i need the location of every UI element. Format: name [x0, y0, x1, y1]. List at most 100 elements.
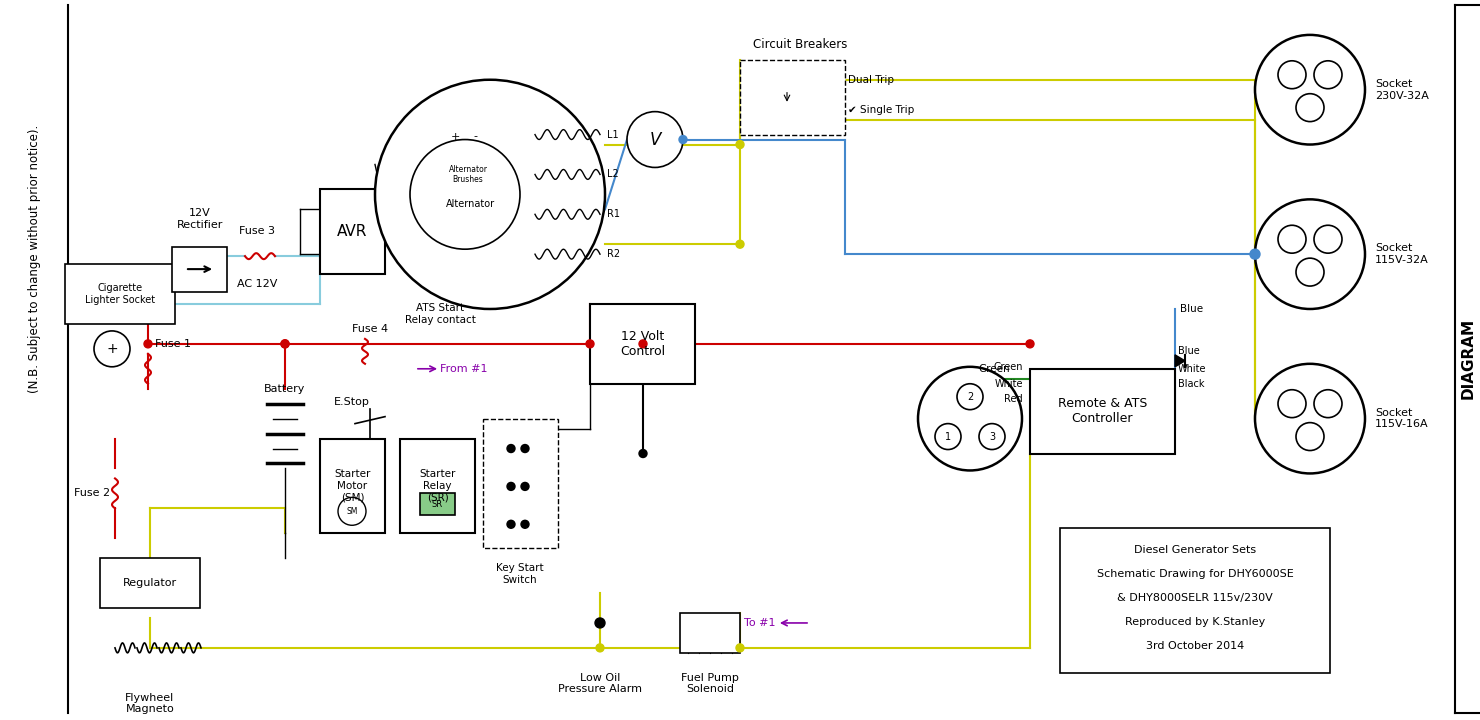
Text: Socket
115V-32A: Socket 115V-32A	[1375, 243, 1428, 265]
Text: Blue: Blue	[1180, 304, 1203, 314]
Text: Cigarette
Lighter Socket: Cigarette Lighter Socket	[84, 283, 155, 305]
Text: Dual Trip: Dual Trip	[848, 75, 894, 85]
FancyBboxPatch shape	[591, 304, 696, 384]
Text: Flywheel
Magneto: Flywheel Magneto	[126, 693, 175, 714]
Circle shape	[596, 644, 604, 652]
Text: Battery: Battery	[265, 384, 306, 394]
Text: R1: R1	[607, 210, 620, 220]
Text: 1: 1	[944, 431, 952, 441]
Text: Black: Black	[1178, 379, 1205, 389]
Circle shape	[410, 140, 519, 249]
Circle shape	[521, 482, 528, 490]
Text: ✔ Single Trip: ✔ Single Trip	[848, 104, 915, 114]
Text: +: +	[107, 342, 118, 356]
Text: AVR: AVR	[337, 224, 367, 239]
Circle shape	[736, 140, 744, 148]
Text: Regulator: Regulator	[123, 578, 178, 588]
Circle shape	[1255, 364, 1365, 474]
Text: Schematic Drawing for DHY6000SE: Schematic Drawing for DHY6000SE	[1097, 569, 1294, 579]
Text: Fuel Pump
Solenoid: Fuel Pump Solenoid	[681, 672, 739, 694]
Circle shape	[918, 366, 1023, 470]
FancyBboxPatch shape	[1060, 528, 1331, 672]
Text: (N.B. Subject to change without prior notice).: (N.B. Subject to change without prior no…	[28, 125, 41, 393]
Text: L1: L1	[607, 130, 619, 140]
Text: Alternator
Brushes: Alternator Brushes	[448, 165, 487, 184]
Circle shape	[958, 384, 983, 410]
Text: To #1: To #1	[743, 618, 776, 628]
Text: V: V	[650, 130, 660, 148]
Circle shape	[1026, 340, 1035, 348]
Text: Fuse 4: Fuse 4	[352, 324, 388, 334]
Circle shape	[736, 644, 744, 652]
Text: Low Oil
Pressure Alarm: Low Oil Pressure Alarm	[558, 672, 642, 694]
Text: 2: 2	[966, 392, 974, 402]
Text: & DHY8000SELR 115v/230V: & DHY8000SELR 115v/230V	[1117, 593, 1273, 603]
FancyBboxPatch shape	[400, 438, 475, 534]
Circle shape	[1279, 390, 1305, 418]
Text: From #1: From #1	[440, 364, 487, 374]
Text: SM: SM	[346, 507, 358, 516]
Text: Fuse 3: Fuse 3	[238, 226, 275, 236]
Text: Socket
230V-32A: Socket 230V-32A	[1375, 79, 1428, 101]
Circle shape	[508, 444, 515, 452]
Text: Red: Red	[1005, 394, 1023, 404]
Text: Fuse 2: Fuse 2	[74, 488, 110, 498]
Circle shape	[1279, 225, 1305, 253]
FancyBboxPatch shape	[740, 60, 845, 135]
Circle shape	[281, 340, 289, 348]
Circle shape	[639, 340, 647, 348]
Circle shape	[144, 340, 152, 348]
Text: L2: L2	[607, 169, 619, 179]
Circle shape	[736, 240, 744, 248]
Circle shape	[1251, 249, 1259, 259]
Circle shape	[374, 80, 605, 309]
Text: White: White	[1178, 364, 1206, 374]
Text: -: -	[474, 132, 477, 142]
Circle shape	[95, 331, 130, 366]
Text: AC 12V: AC 12V	[237, 279, 277, 289]
Text: 12V
Rectifier: 12V Rectifier	[176, 209, 223, 230]
FancyBboxPatch shape	[65, 264, 175, 324]
Circle shape	[1314, 60, 1342, 89]
Circle shape	[639, 449, 647, 457]
Text: Diesel Generator Sets: Diesel Generator Sets	[1134, 545, 1257, 555]
FancyBboxPatch shape	[172, 247, 226, 292]
Circle shape	[508, 482, 515, 490]
Circle shape	[935, 423, 961, 449]
Text: E.Stop: E.Stop	[334, 397, 370, 407]
Circle shape	[521, 521, 528, 528]
FancyBboxPatch shape	[320, 189, 385, 274]
Circle shape	[679, 135, 687, 143]
Text: Fuse 1: Fuse 1	[155, 339, 191, 349]
Text: 3: 3	[989, 431, 995, 441]
Circle shape	[508, 521, 515, 528]
Circle shape	[586, 340, 593, 348]
FancyBboxPatch shape	[482, 418, 558, 548]
Circle shape	[337, 498, 366, 526]
Circle shape	[1296, 94, 1325, 122]
Text: Alternator: Alternator	[445, 199, 494, 210]
Text: +: +	[450, 132, 460, 142]
Text: 12 Volt
Control: 12 Volt Control	[620, 330, 665, 358]
Text: Blue: Blue	[1178, 346, 1200, 356]
Text: Key Start
Switch: Key Start Switch	[496, 563, 543, 585]
Circle shape	[521, 444, 528, 452]
Text: DIAGRAM: DIAGRAM	[1461, 318, 1476, 400]
Circle shape	[1314, 225, 1342, 253]
FancyBboxPatch shape	[320, 438, 385, 534]
FancyBboxPatch shape	[1030, 369, 1175, 454]
FancyBboxPatch shape	[420, 493, 454, 516]
Text: Green: Green	[993, 361, 1023, 372]
Circle shape	[1296, 423, 1325, 451]
Circle shape	[978, 423, 1005, 449]
Text: SR: SR	[432, 500, 443, 509]
Text: Starter
Motor
(SM): Starter Motor (SM)	[334, 469, 370, 503]
Circle shape	[1296, 258, 1325, 286]
FancyBboxPatch shape	[679, 613, 740, 653]
Circle shape	[1255, 199, 1365, 309]
Text: White: White	[995, 379, 1023, 389]
Text: R2: R2	[607, 249, 620, 259]
Text: Circuit Breakers: Circuit Breakers	[753, 38, 847, 51]
Circle shape	[1255, 35, 1365, 145]
Circle shape	[1314, 390, 1342, 418]
